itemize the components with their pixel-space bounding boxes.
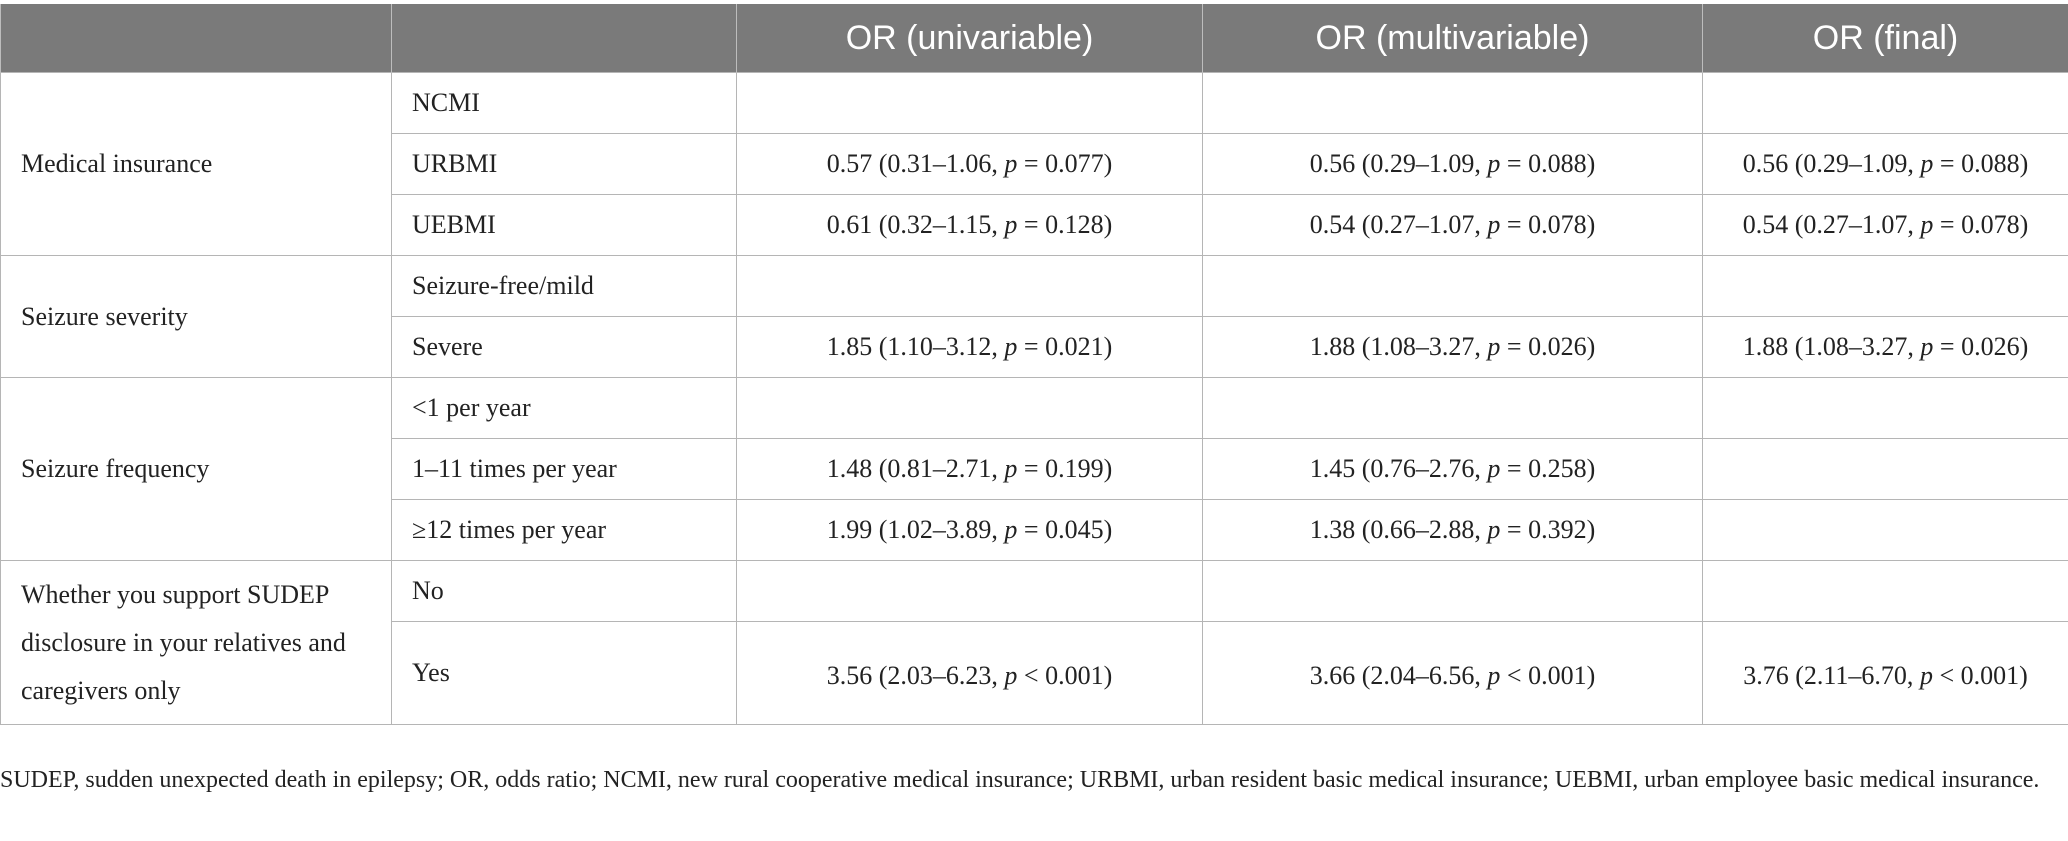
table-row: Whether you support SUDEP disclosure in … [0,560,2068,725]
table-row: Yes 3.56 (2.03–6.23, p < 0.001) 3.66 (2.… [1,621,2068,725]
table-footnote: SUDEP, sudden unexpected death in epilep… [0,767,2040,793]
or-univariable-cell [736,560,1203,622]
or-multivariable-cell: 1.88 (1.08–3.27, p = 0.026) [1202,316,1703,378]
header-or-multivariable: OR (multivariable) [1202,4,1703,73]
p-value-symbol: p [1920,149,1934,178]
p-value-symbol: p [1487,210,1501,239]
header-variable [0,4,392,73]
level-cell: ≥12 times per year [391,499,737,561]
p-value-symbol: p [1487,454,1501,483]
p-value-symbol: p [1004,210,1018,239]
level-cell: Seizure-free/mild [391,255,737,317]
or-final-cell [1702,255,2068,317]
or-multivariable-cell [1202,560,1703,622]
table-row: 1–11 times per year 1.48 (0.81–2.71, p =… [1,438,2068,500]
regression-table: OR (univariable) OR (multivariable) OR (… [0,4,2068,725]
or-multivariable-cell: 0.56 (0.29–1.09, p = 0.088) [1202,133,1703,195]
table-row: Seizure frequency <1 per year [0,377,2068,561]
or-multivariable-cell: 0.54 (0.27–1.07, p = 0.078) [1202,194,1703,256]
p-value-symbol: p [1919,661,1933,690]
p-value-symbol: p [1004,149,1018,178]
p-value-symbol: p [1004,454,1018,483]
or-multivariable-cell [1202,255,1703,317]
or-final-cell [1702,560,2068,622]
p-value-symbol: p [1487,515,1501,544]
variable-cell: Whether you support SUDEP disclosure in … [0,560,392,725]
level-cell: NCMI [391,72,737,134]
table-row: UEBMI 0.61 (0.32–1.15, p = 0.128) 0.54 (… [1,194,2068,256]
or-multivariable-cell: 1.38 (0.66–2.88, p = 0.392) [1202,499,1703,561]
level-cell: No [391,560,737,622]
variable-cell: Seizure severity [0,255,392,378]
table-row: Seizure severity Seizure-free/mild [0,255,2068,378]
or-multivariable-cell [1202,72,1703,134]
header-row: OR (univariable) OR (multivariable) OR (… [0,4,2068,73]
or-multivariable-cell: 1.45 (0.76–2.76, p = 0.258) [1202,438,1703,500]
table-row: URBMI 0.57 (0.31–1.06, p = 0.077) 0.56 (… [1,133,2068,195]
or-final-cell [1702,499,2068,561]
header-or-final: OR (final) [1702,4,2068,73]
or-univariable-cell: 1.99 (1.02–3.89, p = 0.045) [736,499,1203,561]
or-univariable-cell: 1.48 (0.81–2.71, p = 0.199) [736,438,1203,500]
p-value-symbol: p [1487,332,1501,361]
p-value-symbol: p [1920,332,1934,361]
or-univariable-cell [736,72,1203,134]
level-cell: URBMI [391,133,737,195]
p-value-symbol: p [1920,210,1934,239]
p-value-symbol: p [1487,661,1501,690]
or-univariable-cell [736,377,1203,439]
or-final-cell: 3.76 (2.11–6.70, p < 0.001) [1702,621,2068,725]
header-or-univariable: OR (univariable) [736,4,1203,73]
p-value-symbol: p [1004,661,1018,690]
level-cell: Yes [391,621,737,725]
table-row: ≥12 times per year 1.99 (1.02–3.89, p = … [1,499,2068,561]
or-final-cell: 0.56 (0.29–1.09, p = 0.088) [1702,133,2068,195]
p-value-symbol: p [1004,332,1018,361]
or-univariable-cell [736,255,1203,317]
level-cell: <1 per year [391,377,737,439]
level-cell: Severe [391,316,737,378]
level-cell: UEBMI [391,194,737,256]
or-multivariable-cell [1202,377,1703,439]
or-multivariable-cell: 3.66 (2.04–6.56, p < 0.001) [1202,621,1703,725]
p-value-symbol: p [1487,149,1501,178]
header-level [391,4,737,73]
or-univariable-cell: 1.85 (1.10–3.12, p = 0.021) [736,316,1203,378]
or-univariable-cell: 0.61 (0.32–1.15, p = 0.128) [736,194,1203,256]
or-final-cell [1702,377,2068,439]
or-univariable-cell: 3.56 (2.03–6.23, p < 0.001) [736,621,1203,725]
or-final-cell: 1.88 (1.08–3.27, p = 0.026) [1702,316,2068,378]
or-final-cell [1702,72,2068,134]
or-final-cell: 0.54 (0.27–1.07, p = 0.078) [1702,194,2068,256]
variable-cell: Seizure frequency [0,377,392,561]
or-final-cell [1702,438,2068,500]
or-univariable-cell: 0.57 (0.31–1.06, p = 0.077) [736,133,1203,195]
table-row: Medical insurance NCMI [0,72,2068,256]
p-value-symbol: p [1004,515,1018,544]
level-cell: 1–11 times per year [391,438,737,500]
variable-cell: Medical insurance [0,72,392,256]
